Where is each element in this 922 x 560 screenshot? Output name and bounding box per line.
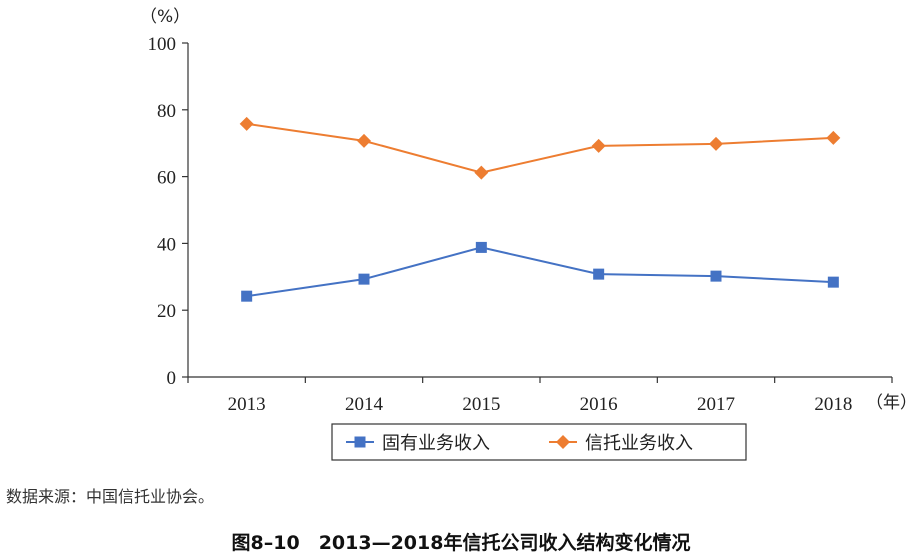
- x-tick-label: 2015: [462, 394, 500, 415]
- data-point: [710, 270, 722, 282]
- data-point: [241, 290, 253, 302]
- data-point: [475, 241, 487, 253]
- chart-series: [239, 116, 841, 302]
- line-chart: 0 20 40 60 80 100 2013 2014 2015 2016 2017 2018 （%） （…: [140, 7, 917, 461]
- legend-label: 固有业务收入: [382, 433, 490, 454]
- legend-label: 信托业务收入: [585, 433, 693, 454]
- data-point: [591, 138, 606, 153]
- data-point: [709, 136, 723, 151]
- data-point: [357, 133, 371, 148]
- data-point: [358, 273, 370, 285]
- data-point: [474, 165, 489, 180]
- y-tick-label: 40: [157, 234, 176, 255]
- x-tick-label: 2014: [345, 394, 384, 415]
- legend-box: [331, 423, 747, 461]
- legend-marker: [556, 435, 570, 449]
- data-point: [593, 268, 605, 280]
- x-tick-label: 2013: [228, 394, 266, 415]
- y-tick-label: 100: [148, 34, 177, 55]
- series-2: [239, 116, 841, 180]
- x-tick-label: 2018: [814, 394, 852, 415]
- series-line: [246, 122, 834, 174]
- y-axis-unit-label: （%）: [140, 7, 190, 27]
- legend-marker: [354, 436, 366, 448]
- x-tick-label: 2017: [697, 394, 735, 415]
- data-point: [827, 276, 839, 288]
- legend-item: 信托业务收入: [549, 433, 693, 454]
- figure-caption: 图8–10 2013—2018年信托公司收入结构变化情况: [231, 532, 691, 554]
- data-point: [826, 130, 841, 145]
- y-tick-label: 0: [167, 368, 177, 389]
- data-point: [239, 116, 254, 131]
- y-tick-label: 20: [157, 301, 176, 322]
- source-note: 数据来源：中国信托业协会。: [6, 487, 215, 506]
- chart-legend: 固有业务收入 信托业务收入: [331, 423, 747, 461]
- series-line: [246, 246, 834, 298]
- x-tick-label: 2016: [580, 394, 618, 415]
- y-tick-label: 80: [157, 101, 176, 122]
- x-axis-unit-label: （年）: [866, 393, 917, 413]
- series-1: [241, 241, 839, 302]
- y-tick-label: 60: [157, 168, 176, 189]
- chart-axes: 0 20 40 60 80 100 2013 2014 2015 2016 2017 2018 （%） （…: [140, 7, 917, 415]
- legend-item: 固有业务收入: [346, 433, 490, 454]
